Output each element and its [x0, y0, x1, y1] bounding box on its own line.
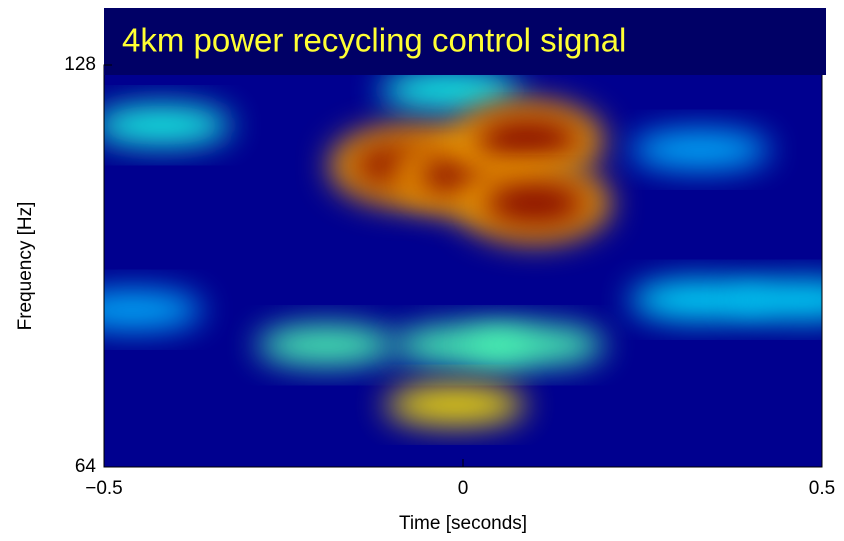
heat-blob [63, 290, 203, 330]
x-axis-label: Time [seconds] [399, 513, 527, 534]
y-tick-label: 64 [75, 456, 97, 477]
heat-blob [465, 325, 605, 365]
y-tick-label: 128 [64, 54, 96, 75]
heat-blob [385, 385, 525, 425]
heat-blob [473, 116, 583, 164]
x-tick-label: −0.5 [85, 478, 123, 499]
chart-title: 4km power recycling control signal [122, 22, 626, 59]
heat-blob [91, 105, 231, 145]
heat-blob [630, 130, 770, 170]
heat-blob [257, 325, 397, 365]
y-axis-label: Frequency [Hz] [15, 202, 36, 331]
heat-blob [480, 179, 590, 227]
x-tick-label: 0 [458, 478, 469, 499]
chart: 4km power recycling control signal Time … [0, 0, 844, 541]
x-tick-label: 0.5 [809, 478, 835, 499]
heat-blob [380, 70, 520, 110]
